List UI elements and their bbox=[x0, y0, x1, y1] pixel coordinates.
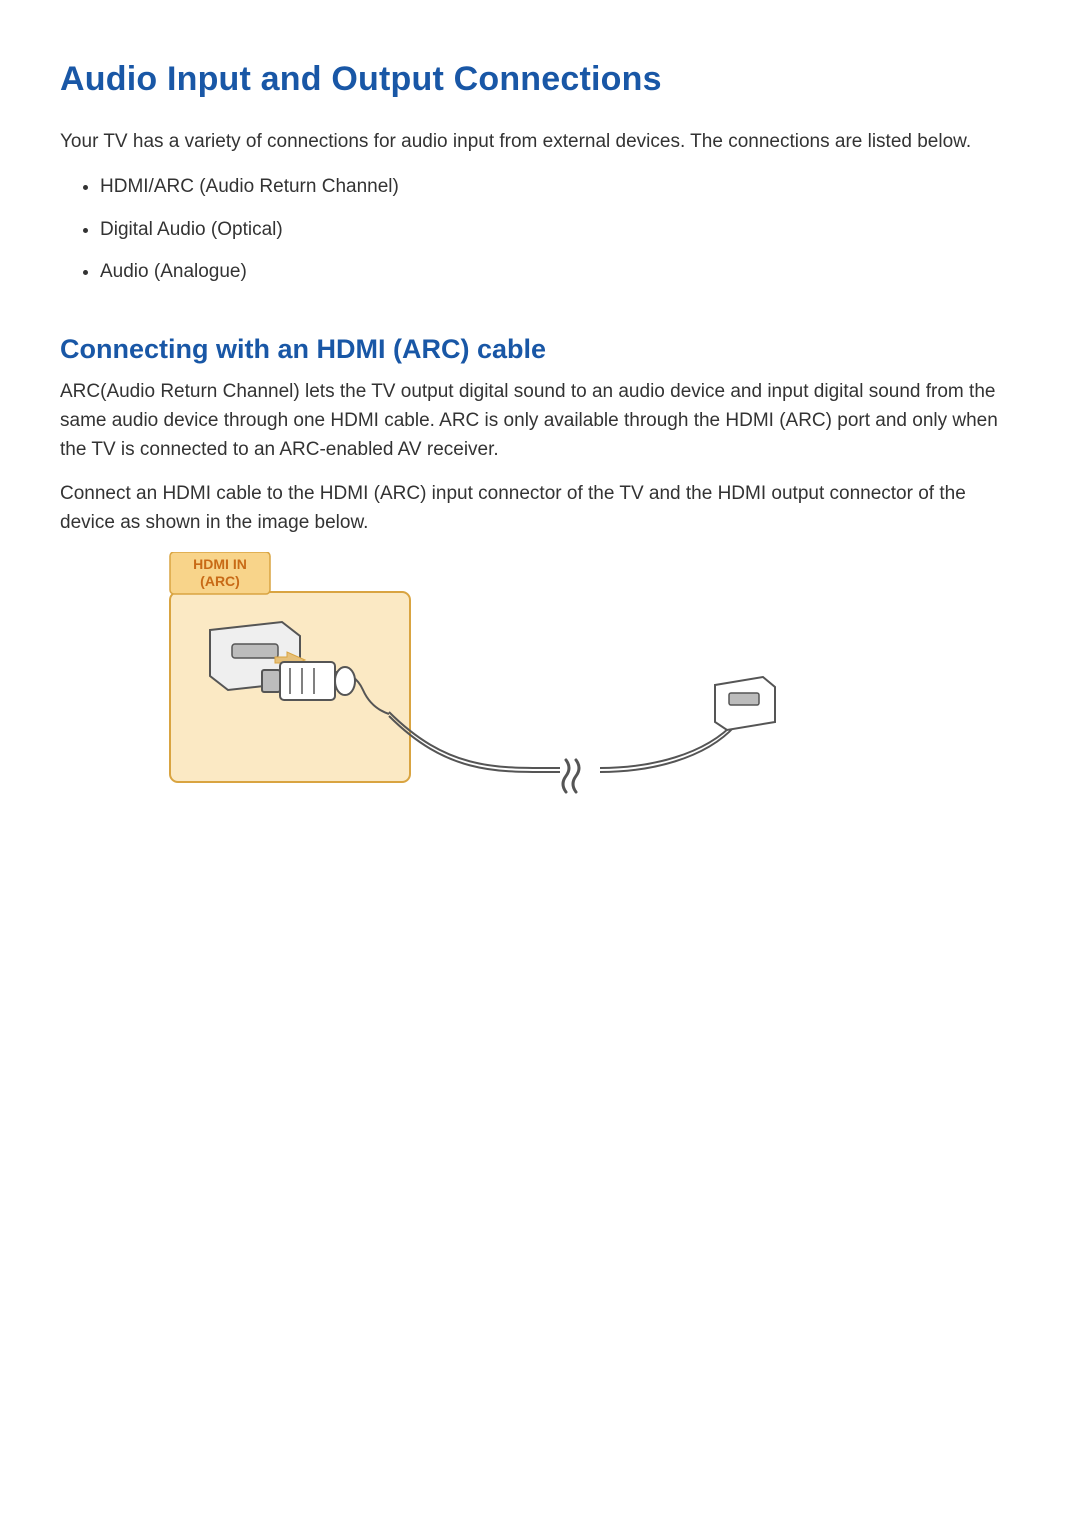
connection-list: HDMI/ARC (Audio Return Channel) Digital … bbox=[60, 166, 1020, 293]
connection-item: Audio (Analogue) bbox=[100, 251, 1020, 293]
hdmi-arc-diagram: HDMI IN(ARC) bbox=[60, 552, 1020, 802]
intro-paragraph: Your TV has a variety of connections for… bbox=[60, 127, 1020, 156]
section-title: Connecting with an HDMI (ARC) cable bbox=[60, 334, 1020, 365]
section-paragraph-1: ARC(Audio Return Channel) lets the TV ou… bbox=[60, 377, 1020, 465]
page-title: Audio Input and Output Connections bbox=[60, 60, 1020, 99]
section-paragraph-2: Connect an HDMI cable to the HDMI (ARC) … bbox=[60, 479, 1020, 538]
svg-text:HDMI IN: HDMI IN bbox=[193, 556, 247, 572]
connection-item: Digital Audio (Optical) bbox=[100, 209, 1020, 251]
svg-text:(ARC): (ARC) bbox=[200, 573, 240, 589]
hdmi-arc-diagram-svg: HDMI IN(ARC) bbox=[160, 552, 800, 802]
connection-item: HDMI/ARC (Audio Return Channel) bbox=[100, 166, 1020, 208]
